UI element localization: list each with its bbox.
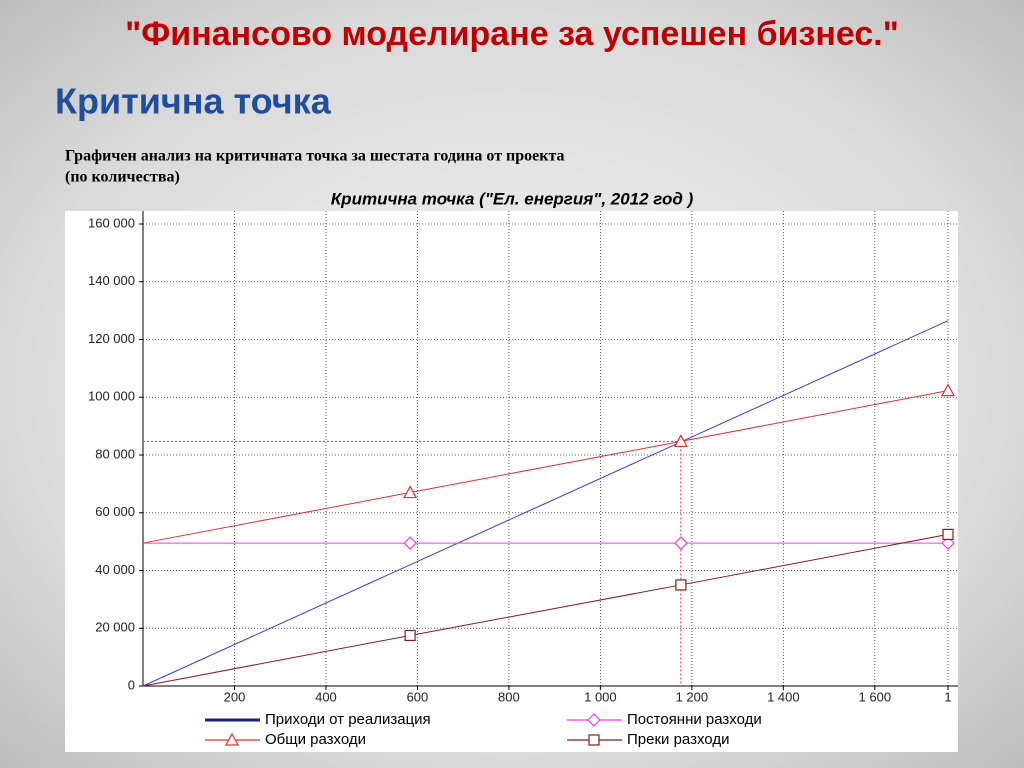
series-line <box>142 320 949 687</box>
y-tick-label: 80 000 <box>95 446 135 461</box>
data-point <box>673 434 688 448</box>
x-tick-label: 1 400 <box>767 689 800 704</box>
chart-title: Критична точка ("Ел. енергия", 2012 год … <box>331 189 694 208</box>
legend-label: Общи разходи <box>265 731 366 748</box>
legend-label: Преки разходи <box>627 731 729 748</box>
x-tick-label: 1 000 <box>584 689 617 704</box>
y-tick-label: 60 000 <box>95 504 135 519</box>
legend-label: Постоянни разходи <box>627 711 762 728</box>
y-tick-label: 160 000 <box>88 215 135 230</box>
y-tick-label: 0 <box>128 677 135 692</box>
data-point <box>404 629 416 642</box>
y-tick-label: 140 000 <box>88 273 135 288</box>
legend-label: Приходи от реализация <box>265 711 431 728</box>
series-line <box>142 390 949 544</box>
data-point <box>674 536 688 550</box>
x-tick-label: 1 200 <box>676 689 709 704</box>
x-tick-label: 1 600 <box>859 689 892 704</box>
data-point <box>942 528 954 541</box>
y-tick-label: 100 000 <box>88 389 135 404</box>
slide-title: "Финансово моделиране за успешен бизнес.… <box>125 15 899 53</box>
series-line <box>142 533 949 687</box>
x-tick-label: 800 <box>498 689 520 704</box>
plot-background <box>65 211 958 752</box>
y-tick-label: 40 000 <box>95 562 135 577</box>
slide-subtitle: Критична точка <box>55 81 332 122</box>
legend-marker <box>224 732 240 746</box>
data-point <box>403 536 417 550</box>
y-tick-label: 20 000 <box>95 620 135 635</box>
data-point <box>941 536 955 550</box>
data-point <box>940 383 956 397</box>
data-point <box>675 579 687 591</box>
data-point <box>403 485 418 499</box>
x-tick-label: 600 <box>407 689 429 704</box>
x-tick-label: 200 <box>224 689 246 704</box>
x-tick-label: 400 <box>315 689 337 704</box>
y-tick-label: 120 000 <box>88 331 135 346</box>
caption: Графичен анализ на критичната точка за ш… <box>65 148 565 165</box>
legend-marker <box>588 734 600 746</box>
x-tick-label: 1 <box>944 689 951 704</box>
legend-marker <box>587 713 601 727</box>
caption: (по количества) <box>65 169 180 186</box>
